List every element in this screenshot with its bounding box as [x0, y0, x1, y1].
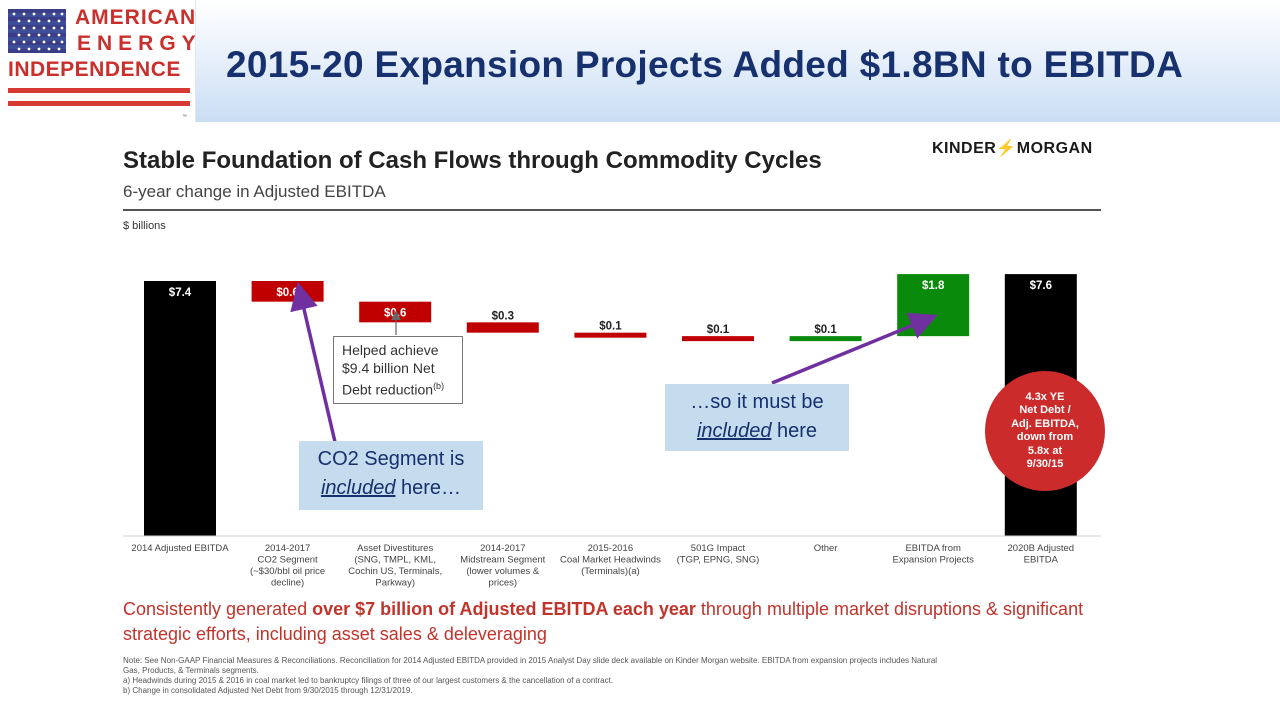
logo-text-energy: ENERGY — [77, 32, 202, 55]
logo-trademark: ™ — [182, 114, 187, 120]
x-tick-label: EBITDA from Expansion Projects — [893, 543, 975, 566]
units-label: $ billions — [123, 220, 166, 232]
note-line: …so it must be — [690, 391, 824, 413]
bar-value-label: $0.1 — [814, 324, 837, 336]
bar-decrease — [466, 322, 539, 333]
expansion-pointer-arrow — [771, 312, 938, 385]
footnote-a: a) Headwinds during 2015 & 2016 in coal … — [123, 676, 614, 685]
callout-line: Debt reduction(b) — [342, 381, 445, 398]
bar-decrease — [682, 336, 754, 342]
x-tick-label: 501G Impact (TGP, EPNG, SNG) — [677, 543, 760, 566]
divestiture-callout: Helped achieve $9.4 billion Net Debt red… — [333, 336, 463, 404]
bar-value-label: $0.6 — [384, 308, 406, 320]
waterfall-chart: $7.4 $0.6 $0.6 $0.3 $0.1 $0.1 $0.1 $1.8 $7.6 201… — [123, 274, 1101, 589]
bar-value-label: $0.1 — [599, 321, 622, 333]
bar-value-label: $1.8 — [922, 280, 945, 292]
bar-value-label: $0.1 — [707, 324, 730, 336]
x-tick-label: Other — [814, 543, 838, 554]
footnotes: Note: See Non-GAAP Financial Measures & … — [123, 656, 1043, 696]
brand-left-text: KINDER — [932, 140, 997, 157]
bar-decrease — [574, 332, 647, 338]
page-title: 2015-20 Expansion Projects Added $1.8BN … — [226, 44, 1184, 85]
x-tick-label: Asset Divestitures (SNG, TMPL, KML, Cochin… — [348, 543, 442, 589]
x-tick-label: 2020B Adjusted EBITDA — [1008, 543, 1075, 566]
logo-stripe — [8, 88, 190, 93]
brand-right-text: MORGAN — [1016, 140, 1093, 157]
brand-logo: AMERICAN ENERGY INDEPENDENCE ™ — [0, 0, 196, 122]
flag-icon — [8, 9, 66, 53]
callout-line: $9.4 billion Net — [342, 360, 435, 376]
logo-text-american: AMERICAN — [75, 6, 197, 29]
key-statement: Consistently generated over $7 billion o… — [123, 599, 1084, 644]
title-divider — [123, 209, 1101, 211]
note-line: included here… — [320, 477, 462, 499]
x-tick-label: 2014-2017 CO2 Segment (~$30/bbl oil price d… — [250, 543, 325, 589]
footnote-note: Gas, Products, & Terminals segments. — [123, 666, 259, 675]
co2-note: CO2 Segment is included here… — [299, 441, 483, 510]
kinder-morgan-logo: KINDER⚡MORGAN — [932, 138, 1093, 158]
co2-pointer-arrow — [290, 281, 337, 443]
bar-value-label: $7.6 — [1030, 280, 1052, 292]
badge-text: 4.3x YE Net Debt / Adj. EBITDA, down fro… — [1011, 390, 1079, 471]
footnote-ref-b: (b) — [433, 381, 445, 391]
slide-subtitle: 6-year change in Adjusted EBITDA — [123, 182, 386, 201]
footnote-note: Note: See Non-GAAP Financial Measures & … — [123, 656, 938, 665]
logo-stripe — [8, 101, 190, 106]
x-tick-label: 2015-2016 Coal Market Headwinds (Terminals… — [560, 543, 661, 577]
bar-increase — [789, 336, 862, 342]
note-line: included here — [696, 420, 818, 442]
lightning-icon: ⚡ — [996, 140, 1017, 157]
logo-text-independence: INDEPENDENCE — [8, 58, 181, 81]
bar-value-label: $7.4 — [169, 287, 192, 299]
note-line: CO2 Segment is — [317, 448, 465, 470]
x-tick-label: 2014 Adjusted EBITDA — [131, 543, 229, 554]
bar-value-label: $0.3 — [492, 310, 514, 322]
bar-total — [144, 280, 216, 536]
callout-line: Helped achieve — [342, 342, 439, 358]
statement-emphasis: over $7 billion of Adjusted EBITDA each … — [312, 599, 696, 619]
bar-value-label: $0.6 — [276, 287, 298, 299]
leverage-badge: 4.3x YE Net Debt / Adj. EBITDA, down fro… — [985, 371, 1105, 491]
footnote-b: b) Change in consolidated Adjusted Net D… — [123, 686, 413, 695]
expansion-note: …so it must be included here — [665, 384, 849, 451]
header-band — [0, 0, 1280, 122]
slide-title: Stable Foundation of Cash Flows through … — [123, 147, 822, 174]
x-tick-label: 2014-2017 Midstream Segment (lower volumes… — [460, 543, 545, 589]
